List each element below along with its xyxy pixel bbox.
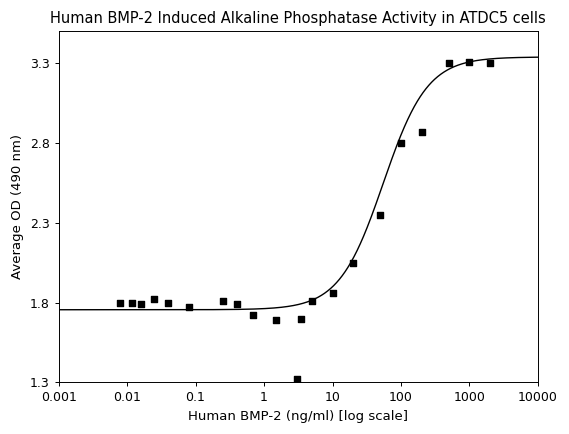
- Point: [417, 128, 426, 135]
- Point: [397, 140, 406, 147]
- Point: [218, 297, 228, 304]
- Point: [184, 303, 193, 310]
- Point: [232, 301, 241, 308]
- X-axis label: Human BMP-2 (ng/ml) [log scale]: Human BMP-2 (ng/ml) [log scale]: [188, 410, 409, 423]
- Point: [444, 60, 453, 67]
- Point: [307, 297, 316, 304]
- Point: [164, 299, 173, 306]
- Y-axis label: Average OD (490 nm): Average OD (490 nm): [11, 135, 24, 279]
- Point: [137, 301, 146, 308]
- Point: [349, 259, 358, 266]
- Point: [249, 312, 258, 319]
- Point: [271, 317, 281, 324]
- Point: [128, 299, 137, 306]
- Title: Human BMP-2 Induced Alkaline Phosphatase Activity in ATDC5 cells: Human BMP-2 Induced Alkaline Phosphatase…: [51, 11, 546, 26]
- Point: [150, 296, 159, 303]
- Point: [116, 299, 125, 306]
- Point: [465, 58, 474, 65]
- Point: [296, 315, 306, 322]
- Point: [376, 211, 385, 218]
- Point: [485, 60, 494, 67]
- Point: [292, 376, 301, 383]
- Point: [328, 289, 337, 296]
